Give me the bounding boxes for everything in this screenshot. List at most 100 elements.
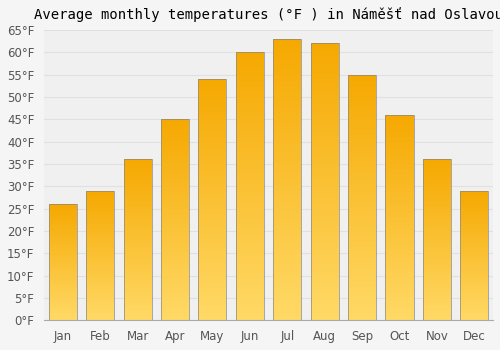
Bar [310, 63, 338, 64]
Bar [198, 272, 226, 273]
Bar [236, 205, 264, 206]
Bar [348, 108, 376, 109]
Bar [423, 307, 451, 308]
Bar [386, 116, 413, 117]
Bar [273, 143, 302, 145]
Bar [348, 195, 376, 196]
Bar [423, 311, 451, 312]
Bar [236, 113, 264, 114]
Bar [236, 239, 264, 240]
Bar [423, 306, 451, 307]
Bar [124, 203, 152, 204]
Bar [48, 302, 77, 303]
Bar [86, 277, 114, 278]
Bar [348, 104, 376, 105]
Bar [273, 232, 302, 233]
Bar [236, 184, 264, 185]
Bar [124, 182, 152, 183]
Bar [236, 129, 264, 130]
Bar [236, 125, 264, 126]
Bar [198, 132, 226, 133]
Bar [236, 287, 264, 288]
Bar [348, 154, 376, 156]
Bar [310, 187, 338, 189]
Bar [386, 277, 413, 278]
Bar [161, 173, 189, 174]
Bar [423, 193, 451, 194]
Bar [386, 252, 413, 253]
Bar [48, 291, 77, 292]
Bar [236, 265, 264, 267]
Bar [460, 232, 488, 233]
Bar [386, 127, 413, 128]
Bar [310, 181, 338, 182]
Bar [310, 46, 338, 48]
Bar [236, 135, 264, 137]
Bar [460, 215, 488, 216]
Bar [198, 144, 226, 145]
Bar [423, 310, 451, 311]
Bar [386, 176, 413, 177]
Bar [198, 189, 226, 190]
Bar [236, 279, 264, 280]
Bar [86, 233, 114, 234]
Bar [198, 103, 226, 104]
Bar [161, 182, 189, 183]
Bar [48, 250, 77, 251]
Bar [423, 255, 451, 256]
Bar [198, 159, 226, 160]
Bar [198, 143, 226, 144]
Bar [423, 212, 451, 214]
Bar [423, 278, 451, 279]
Bar [423, 160, 451, 320]
Bar [273, 94, 302, 95]
Bar [423, 315, 451, 316]
Bar [236, 119, 264, 121]
Bar [236, 70, 264, 71]
Bar [310, 140, 338, 142]
Bar [423, 175, 451, 176]
Bar [236, 127, 264, 129]
Bar [460, 218, 488, 219]
Bar [124, 252, 152, 253]
Bar [348, 79, 376, 81]
Bar [236, 110, 264, 111]
Bar [423, 264, 451, 265]
Bar [161, 178, 189, 180]
Bar [273, 308, 302, 309]
Bar [161, 241, 189, 242]
Bar [161, 262, 189, 263]
Bar [273, 254, 302, 256]
Bar [386, 310, 413, 311]
Bar [236, 130, 264, 131]
Bar [198, 197, 226, 198]
Bar [236, 90, 264, 91]
Bar [423, 207, 451, 208]
Bar [124, 301, 152, 302]
Bar [161, 175, 189, 176]
Bar [460, 270, 488, 271]
Bar [124, 194, 152, 195]
Bar [423, 289, 451, 290]
Bar [161, 135, 189, 137]
Bar [386, 204, 413, 205]
Bar [48, 281, 77, 282]
Bar [236, 67, 264, 68]
Bar [386, 243, 413, 244]
Bar [310, 234, 338, 236]
Bar [124, 267, 152, 268]
Bar [460, 242, 488, 243]
Bar [273, 275, 302, 277]
Bar [423, 259, 451, 260]
Bar [423, 187, 451, 188]
Bar [198, 112, 226, 113]
Bar [273, 236, 302, 237]
Bar [198, 289, 226, 290]
Bar [273, 160, 302, 161]
Bar [236, 170, 264, 172]
Bar [86, 266, 114, 267]
Bar [386, 218, 413, 219]
Bar [348, 99, 376, 100]
Bar [124, 163, 152, 164]
Bar [386, 266, 413, 267]
